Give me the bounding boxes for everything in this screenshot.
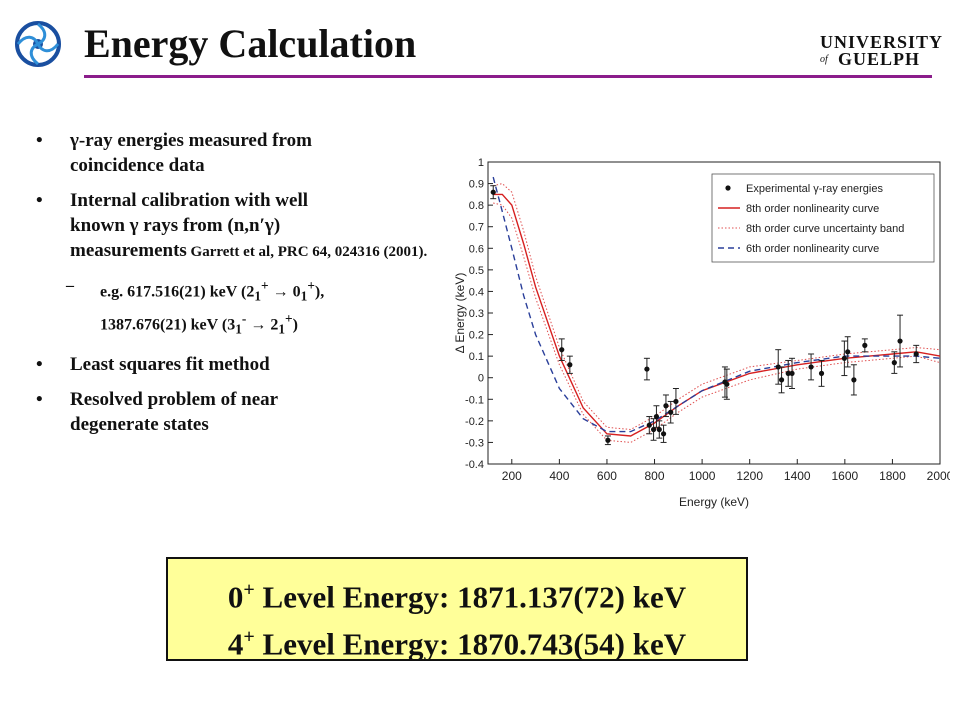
y-axis-label: Δ Energy (keV)	[453, 273, 467, 354]
x-tick-label: 600	[597, 469, 617, 483]
legend-marker	[725, 185, 731, 191]
x-tick-label: 1400	[784, 469, 811, 483]
y-tick-label: 1	[478, 157, 484, 169]
bullet-dot-icon: •	[36, 354, 43, 376]
y-tick-label: 0.6	[469, 243, 484, 255]
legend-label: 8th order nonlinearity curve	[746, 203, 879, 215]
bullet-dot-icon: •	[36, 389, 43, 411]
series-line-solid-red	[493, 193, 941, 437]
data-point	[567, 362, 573, 368]
data-point	[490, 189, 496, 195]
data-point	[818, 370, 825, 376]
y-tick-label: 0.7	[469, 222, 484, 234]
data-point	[559, 347, 565, 353]
bullet-dot-icon: •	[36, 130, 43, 151]
data-point	[656, 426, 662, 433]
data-point	[668, 409, 674, 415]
data-point	[862, 342, 868, 348]
bullet-list: • γ-ray energies measured from coinciden…	[32, 128, 452, 447]
x-axis-label: Energy (keV)	[679, 495, 749, 509]
logo-word-university: UNIVERSITY	[820, 32, 944, 52]
legend-box	[711, 173, 935, 263]
data-point	[605, 437, 611, 443]
data-point	[650, 426, 657, 433]
page-title: Energy Calculation	[84, 21, 417, 66]
y-tick-label: 0	[478, 373, 484, 385]
data-point	[845, 349, 851, 355]
y-tick-label: 0.4	[469, 286, 484, 298]
y-tick-label: 0.2	[469, 330, 484, 342]
bullet-item: • γ-ray energies measured from coinciden…	[36, 130, 312, 176]
data-point	[653, 413, 660, 420]
x-tick-label: 1200	[736, 469, 763, 483]
series-line-dotted-red	[493, 183, 941, 431]
x-tick-label: 200	[502, 469, 522, 483]
data-point	[891, 360, 897, 366]
data-point	[778, 377, 785, 383]
logo-word-of: of	[820, 54, 828, 65]
dash-icon: –	[66, 277, 74, 294]
data-point	[663, 403, 669, 409]
data-point	[913, 351, 919, 357]
bullet-dot-icon: •	[36, 190, 43, 211]
x-tick-label: 1800	[879, 469, 906, 483]
x-tick-label: 400	[549, 469, 569, 483]
data-point	[808, 364, 814, 370]
data-point	[851, 377, 857, 383]
y-tick-label: 0.9	[469, 179, 484, 191]
data-point	[644, 366, 650, 372]
swirl-logo-icon	[15, 21, 61, 67]
legend-label: 6th order nonlinearity curve	[746, 243, 879, 255]
university-logo: UNIVERSITY of GUELPH	[820, 32, 944, 72]
logo-word-guelph: GUELPH	[838, 49, 921, 69]
result-line-4plus: 4+ Level Energy: 1870.743(54) keV	[227, 626, 687, 662]
data-point	[673, 398, 679, 405]
citation: Garrett et al, PRC 64, 024316 (2001).	[186, 244, 428, 260]
energy-calibration-chart: 200 400 600 800 1000 1200 1400 1600 1800 2000 -0.4…	[453, 157, 950, 509]
x-tick-label: 800	[645, 469, 665, 483]
series-line-dashed-blue	[492, 176, 941, 433]
bullet-item: • Resolved problem of near degenerate st…	[36, 389, 279, 436]
result-box: 0+ Level Energy: 1871.137(72) keV 4+ Lev…	[166, 557, 748, 662]
data-point	[841, 355, 847, 361]
result-line-0plus: 0+ Level Energy: 1871.137(72) keV	[227, 579, 687, 615]
y-tick-label: -0.4	[465, 459, 484, 471]
x-tick-label: 1600	[831, 469, 858, 483]
y-tick-label: -0.3	[465, 437, 484, 449]
data-point	[775, 364, 781, 370]
data-point	[724, 381, 730, 387]
x-tick-label: 1000	[689, 469, 716, 483]
sub-bullet-item: – e.g. 617.516(21) keV (21+ → 01+), 1387…	[66, 277, 325, 337]
data-point	[897, 338, 903, 344]
data-point	[785, 370, 791, 376]
y-tick-label: 0.3	[469, 308, 484, 320]
data-point	[789, 370, 795, 376]
y-tick-label: 0.8	[469, 200, 484, 212]
bullet-item: • Least squares fit method	[36, 354, 270, 376]
x-tick-label: 2000	[927, 469, 950, 483]
data-point	[660, 431, 667, 437]
title-rule	[84, 75, 932, 78]
y-tick-label: -0.1	[465, 394, 484, 406]
legend-label: 8th order curve uncertainty band	[746, 223, 904, 235]
y-tick-label: -0.2	[465, 416, 484, 428]
y-tick-label: 0.1	[469, 351, 484, 363]
data-point	[646, 422, 652, 428]
bullet-item: • Internal calibration with well known γ…	[36, 190, 428, 261]
y-tick-label: 0.5	[469, 265, 484, 277]
legend-label: Experimental γ-ray energies	[746, 183, 883, 195]
